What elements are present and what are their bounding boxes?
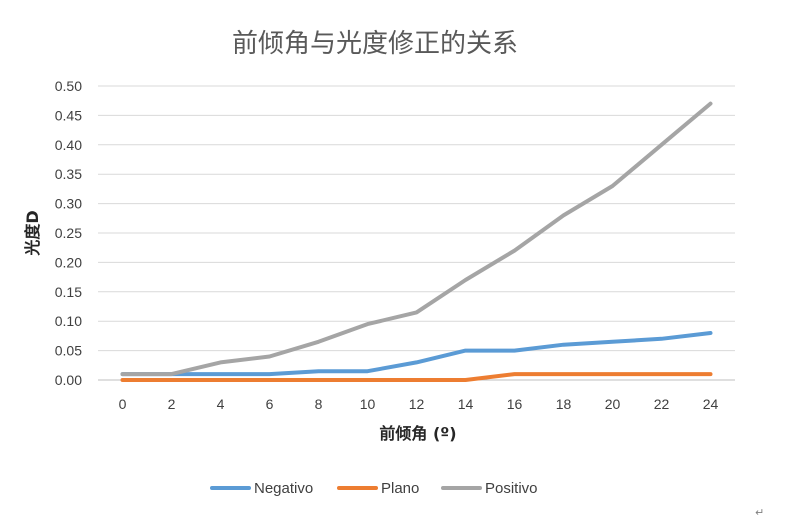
legend-label: Plano: [381, 480, 419, 497]
x-tick-label: 22: [654, 396, 670, 412]
x-tick-label: 20: [605, 396, 621, 412]
x-tick-label: 14: [458, 396, 474, 412]
x-tick-label: 8: [315, 396, 323, 412]
y-tick-label: 0.35: [55, 166, 82, 182]
y-tick-label: 0.00: [55, 372, 82, 388]
legend-item-plano: Plano: [337, 480, 419, 497]
y-tick-label: 0.25: [55, 225, 82, 241]
y-tick-label: 0.45: [55, 107, 82, 123]
legend-item-negativo: Negativo: [210, 480, 313, 497]
y-tick-label: 0.50: [55, 78, 82, 94]
gridlines: [98, 85, 735, 381]
x-tick-label: 4: [217, 396, 225, 412]
x-tick-label: 12: [409, 396, 425, 412]
y-tick-label: 0.20: [55, 254, 82, 270]
x-tick-label: 24: [703, 396, 719, 412]
series-line-negativo: [120, 331, 713, 377]
x-tick-label: 0: [119, 396, 127, 412]
y-tick-label: 0.10: [55, 313, 82, 329]
legend-label: Positivo: [485, 480, 538, 497]
chart-title: 前倾角与光度修正的关系: [232, 29, 518, 59]
x-tick-label: 6: [266, 396, 274, 412]
x-axis-ticks: 0 2 4 6 8 10 12 14 16 18 20 22 24: [119, 396, 719, 412]
x-axis-label: 前倾角 (º): [379, 424, 456, 443]
x-tick-label: 10: [360, 396, 376, 412]
y-tick-label: 0.05: [55, 343, 82, 359]
legend-item-positivo: Positivo: [441, 480, 538, 497]
legend-label: Negativo: [254, 480, 313, 497]
y-axis-ticks: 0.00 0.05 0.10 0.15 0.20 0.25 0.30 0.35 0.40 0.45…: [55, 78, 82, 388]
series-line-plano: [120, 372, 713, 382]
x-tick-label: 2: [168, 396, 176, 412]
y-tick-label: 0.15: [55, 284, 82, 300]
y-tick-label: 0.40: [55, 137, 82, 153]
x-tick-label: 16: [507, 396, 523, 412]
series-line-positivo: [120, 101, 713, 377]
y-axis-label: 光度D: [23, 210, 42, 256]
series-lines: [120, 101, 713, 382]
paragraph-mark: ↵: [755, 506, 764, 519]
legend: Negativo Plano Positivo: [210, 480, 538, 497]
y-tick-label: 0.30: [55, 196, 82, 212]
x-tick-label: 18: [556, 396, 572, 412]
